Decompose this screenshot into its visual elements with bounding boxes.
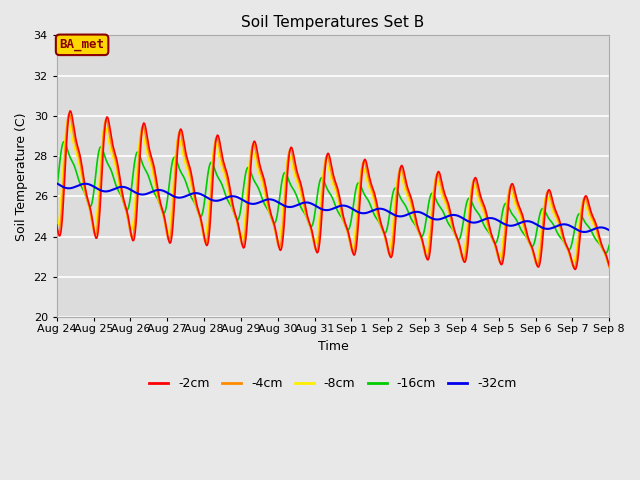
Line: -4cm: -4cm — [57, 114, 609, 267]
-2cm — [572, 266, 579, 272]
Text: BA_met: BA_met — [60, 38, 104, 51]
-4cm — [177, 130, 184, 136]
-32cm — [605, 228, 613, 233]
-8cm — [63, 121, 70, 127]
-16cm — [206, 162, 214, 168]
-8cm — [401, 187, 409, 192]
-8cm — [605, 263, 613, 268]
-4cm — [570, 264, 578, 270]
Line: -2cm: -2cm — [57, 111, 609, 269]
-2cm — [417, 233, 425, 239]
-32cm — [417, 209, 424, 215]
-32cm — [120, 184, 127, 190]
-32cm — [400, 213, 408, 219]
-2cm — [206, 226, 214, 231]
-2cm — [67, 108, 74, 114]
-8cm — [53, 222, 61, 228]
-16cm — [177, 168, 184, 174]
X-axis label: Time: Time — [317, 340, 348, 353]
-8cm — [177, 140, 184, 146]
Title: Soil Temperatures Set B: Soil Temperatures Set B — [241, 15, 424, 30]
-16cm — [401, 202, 409, 207]
-16cm — [602, 250, 609, 256]
Line: -16cm: -16cm — [57, 142, 609, 253]
-8cm — [206, 192, 214, 197]
-32cm — [580, 229, 588, 235]
-16cm — [53, 186, 61, 192]
-16cm — [120, 203, 128, 208]
-2cm — [63, 136, 70, 142]
-2cm — [177, 126, 184, 132]
-4cm — [206, 209, 214, 215]
-32cm — [63, 185, 70, 191]
-4cm — [605, 264, 613, 270]
-32cm — [205, 196, 212, 202]
-8cm — [417, 236, 425, 241]
-4cm — [417, 235, 425, 240]
Line: -8cm: -8cm — [57, 121, 609, 265]
-16cm — [64, 147, 72, 153]
-2cm — [605, 263, 613, 268]
Legend: -2cm, -4cm, -8cm, -16cm, -32cm: -2cm, -4cm, -8cm, -16cm, -32cm — [145, 372, 522, 396]
-32cm — [176, 195, 184, 201]
-16cm — [417, 233, 425, 239]
-16cm — [60, 139, 68, 144]
Line: -32cm: -32cm — [57, 183, 609, 232]
-16cm — [605, 242, 613, 248]
-4cm — [53, 226, 61, 231]
-4cm — [65, 111, 73, 117]
-8cm — [65, 118, 72, 124]
-4cm — [63, 123, 70, 129]
-4cm — [120, 202, 128, 208]
-2cm — [120, 199, 128, 205]
-2cm — [53, 222, 61, 228]
-4cm — [401, 180, 409, 185]
-2cm — [401, 173, 409, 179]
-32cm — [53, 180, 61, 186]
Y-axis label: Soil Temperature (C): Soil Temperature (C) — [15, 112, 28, 240]
-8cm — [120, 202, 128, 208]
